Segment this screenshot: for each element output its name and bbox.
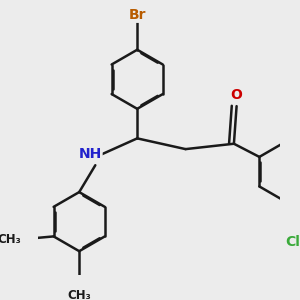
Text: NH: NH <box>78 148 102 161</box>
Text: CH₃: CH₃ <box>0 232 21 246</box>
Text: Cl: Cl <box>286 235 300 248</box>
Text: O: O <box>231 88 242 102</box>
Text: Br: Br <box>128 8 146 22</box>
Text: CH₃: CH₃ <box>67 289 91 300</box>
